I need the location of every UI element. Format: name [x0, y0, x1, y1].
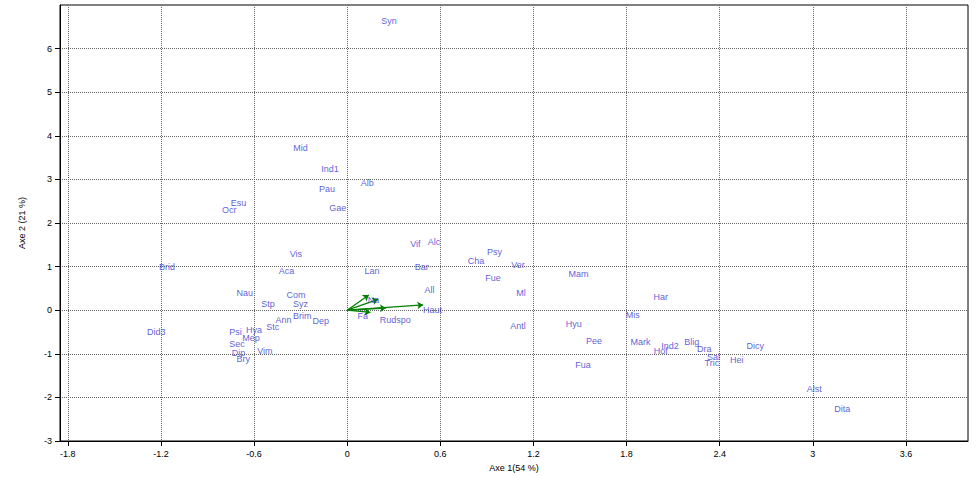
svg-text:1.8: 1.8 — [620, 449, 633, 459]
svg-text:Blig: Blig — [684, 336, 700, 347]
svg-text:Mis: Mis — [626, 310, 640, 320]
svg-text:Sal: Sal — [706, 351, 720, 362]
svg-text:-1.2: -1.2 — [153, 449, 169, 459]
svg-text:Brim: Brim — [293, 311, 312, 321]
svg-text:Alc: Alc — [428, 237, 441, 247]
svg-text:Brid: Brid — [159, 262, 175, 272]
svg-text:Com: Com — [286, 289, 306, 300]
svg-text:6: 6 — [47, 44, 52, 54]
svg-text:Vif: Vif — [410, 239, 421, 249]
svg-text:Aca: Aca — [279, 266, 295, 276]
svg-text:Stp: Stp — [261, 299, 275, 309]
svg-text:-1: -1 — [44, 349, 52, 359]
svg-text:Hof: Hof — [654, 346, 669, 356]
svg-text:Fue: Fue — [485, 273, 501, 283]
svg-text:1.2: 1.2 — [527, 449, 540, 459]
svg-text:-1.8: -1.8 — [60, 449, 76, 459]
svg-text:-2: -2 — [44, 392, 52, 402]
svg-text:Alb: Alb — [361, 178, 374, 188]
svg-text:Alst: Alst — [807, 384, 823, 394]
svg-text:0: 0 — [345, 449, 350, 459]
svg-text:Pee: Pee — [586, 336, 602, 346]
svg-text:Dra: Dra — [696, 344, 712, 355]
svg-text:Axe 2 (21 %): Axe 2 (21 %) — [17, 197, 27, 249]
svg-text:Ind2: Ind2 — [661, 341, 679, 351]
svg-text:Ver: Ver — [511, 260, 525, 270]
svg-text:Ocr: Ocr — [222, 205, 237, 215]
svg-text:-0.6: -0.6 — [246, 449, 262, 459]
svg-text:-3: -3 — [44, 436, 52, 446]
svg-text:Na: Na — [368, 295, 380, 305]
svg-text:Psi: Psi — [229, 327, 242, 337]
svg-text:5: 5 — [47, 87, 52, 97]
svg-text:2.4: 2.4 — [713, 449, 726, 459]
svg-text:Mep: Mep — [242, 333, 260, 343]
svg-text:Bar: Bar — [415, 262, 429, 272]
svg-text:Tric: Tric — [705, 358, 720, 368]
svg-text:Axe 1(54 %): Axe 1(54 %) — [489, 463, 539, 473]
svg-text:3: 3 — [47, 174, 52, 184]
svg-text:Dip: Dip — [231, 347, 246, 358]
svg-text:Antl: Antl — [510, 321, 526, 331]
svg-text:Bry: Bry — [236, 354, 250, 364]
svg-text:Vim: Vim — [257, 346, 272, 356]
svg-text:Dicy: Dicy — [747, 341, 765, 351]
svg-text:Fua: Fua — [575, 360, 591, 370]
svg-text:3.6: 3.6 — [900, 449, 913, 459]
svg-text:Har: Har — [653, 292, 668, 302]
svg-text:Mark: Mark — [630, 337, 650, 347]
svg-text:Ann: Ann — [275, 314, 292, 325]
svg-text:Hyu: Hyu — [566, 319, 582, 329]
svg-text:Lan: Lan — [364, 266, 379, 276]
svg-text:Mam: Mam — [568, 269, 588, 279]
svg-text:Nau: Nau — [236, 288, 253, 298]
svg-text:Rudspo: Rudspo — [380, 315, 411, 325]
svg-text:0: 0 — [47, 305, 52, 315]
svg-text:Haut: Haut — [423, 305, 443, 315]
svg-text:Stc: Stc — [266, 322, 280, 332]
svg-text:Syz: Syz — [293, 299, 309, 309]
svg-text:Dep: Dep — [313, 316, 330, 326]
svg-text:Did3: Did3 — [147, 327, 166, 337]
svg-text:0.6: 0.6 — [434, 449, 447, 459]
svg-text:Hya: Hya — [246, 325, 262, 336]
svg-text:2: 2 — [47, 218, 52, 228]
svg-text:1: 1 — [47, 262, 52, 272]
svg-text:Ml: Ml — [516, 288, 526, 298]
svg-text:Syn: Syn — [381, 16, 397, 26]
svg-text:Psy: Psy — [487, 247, 503, 257]
svg-text:Esu: Esu — [230, 198, 247, 209]
svg-text:Hei: Hei — [730, 355, 744, 365]
svg-text:Vis: Vis — [290, 249, 303, 259]
svg-text:3: 3 — [810, 449, 815, 459]
svg-text:All: All — [424, 285, 434, 295]
svg-text:Sec: Sec — [229, 338, 245, 349]
svg-text:Fa: Fa — [357, 311, 368, 321]
svg-text:Gae: Gae — [329, 203, 346, 213]
svg-text:Pau: Pau — [319, 184, 335, 194]
svg-text:Mid: Mid — [293, 143, 308, 153]
svg-text:Cha: Cha — [468, 256, 485, 266]
svg-text:Ind1: Ind1 — [321, 164, 339, 174]
svg-text:4: 4 — [47, 131, 52, 141]
svg-text:Dita: Dita — [834, 404, 850, 414]
